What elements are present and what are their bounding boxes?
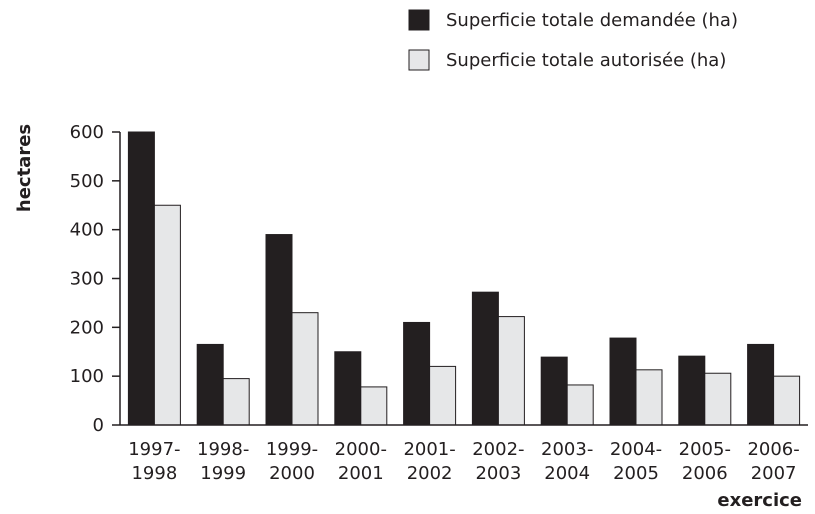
bar (773, 375, 801, 426)
bar (403, 321, 431, 426)
legend-swatch (408, 9, 430, 31)
bar (334, 351, 362, 426)
bar (747, 343, 775, 426)
bar (704, 372, 732, 426)
bar (609, 337, 637, 426)
bar (153, 204, 181, 426)
y-tick-label: 100 (70, 366, 104, 387)
y-tick-label: 600 (70, 122, 104, 143)
x-tick-label: 2000-2001 (335, 439, 387, 484)
legend-label: Superficie totale autorisée (ha) (446, 50, 726, 71)
bar (265, 234, 293, 426)
x-axis-label: exercice (717, 490, 802, 511)
x-tick-label: 2006-2007 (747, 439, 799, 484)
bar (540, 356, 568, 426)
bar (471, 291, 499, 426)
y-tick-label: 500 (70, 171, 104, 192)
bar (360, 386, 388, 426)
x-tick-label: 2003-2004 (541, 439, 593, 484)
x-tick-label: 1997-1998 (128, 439, 180, 484)
x-tick-label: 1999-2000 (266, 439, 318, 484)
x-tick-label: 2004-2005 (610, 439, 662, 484)
bar (127, 131, 155, 426)
bar (635, 369, 663, 426)
bar (196, 343, 224, 426)
y-tick-label: 0 (93, 415, 104, 436)
bar (566, 384, 594, 426)
legend-label: Superficie totale demandée (ha) (446, 10, 738, 31)
bar (678, 355, 706, 426)
y-axis-label: hectares (14, 124, 35, 212)
x-tick-label: 2001-2002 (403, 439, 455, 484)
x-tick-label: 1998-1999 (197, 439, 249, 484)
y-tick-label: 200 (70, 317, 104, 338)
y-tick-label: 400 (70, 220, 104, 241)
bar (497, 316, 525, 426)
legend-swatch (408, 49, 430, 71)
bar (222, 378, 250, 426)
bar (429, 365, 457, 426)
x-tick-label: 2002-2003 (472, 439, 524, 484)
y-tick-label: 300 (70, 269, 104, 290)
bar (291, 312, 319, 426)
x-tick-label: 2005-2006 (679, 439, 731, 484)
